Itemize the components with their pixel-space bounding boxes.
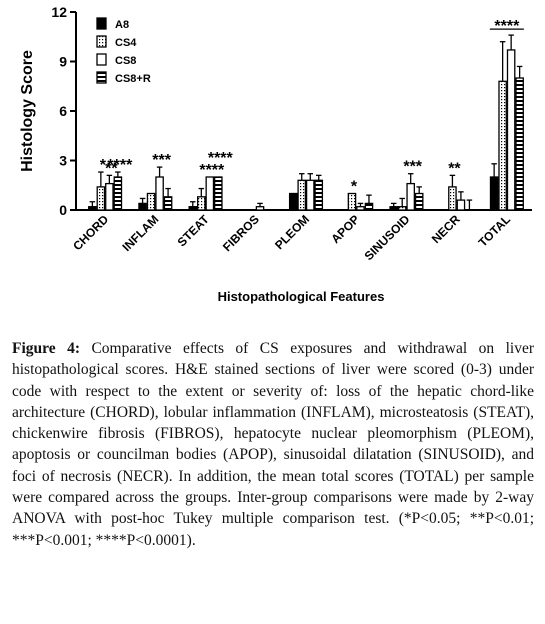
significance: * [100, 157, 107, 174]
x-tick-label: APOP [328, 212, 362, 246]
significance: ** [448, 160, 461, 177]
legend-swatch [96, 17, 107, 30]
bar [364, 202, 374, 211]
significance: **** [107, 157, 133, 174]
bar [448, 186, 457, 211]
bar [288, 192, 298, 211]
significance: * [351, 179, 358, 196]
bar [489, 176, 499, 211]
bar [406, 182, 415, 211]
bar [113, 176, 123, 211]
bar [88, 206, 97, 211]
significance: **** [494, 18, 520, 35]
bar [397, 206, 407, 211]
legend-label: CS4 [115, 37, 137, 49]
caption-text: Comparative effects of CS exposures and … [12, 340, 534, 549]
significance: **** [199, 162, 225, 179]
bar [305, 179, 315, 211]
bar [146, 192, 156, 211]
bar [389, 206, 398, 211]
bar [105, 182, 114, 211]
bar [347, 192, 357, 211]
bar [197, 196, 206, 211]
bar [163, 196, 173, 211]
x-tick-label: PLEOM [272, 212, 312, 252]
bar [205, 176, 215, 211]
x-tick-label: NECR [429, 212, 463, 246]
legend-swatch [96, 53, 107, 66]
legend-swatch [96, 35, 107, 48]
x-axis-title: Histopathological Features [218, 289, 385, 304]
legend-label: CS8+R [115, 73, 151, 85]
bar [314, 179, 324, 211]
bar [515, 77, 524, 211]
caption-label: Figure 4: [12, 340, 80, 357]
x-tick-label: INFLAM [120, 212, 162, 254]
bar [255, 206, 265, 211]
bar [188, 206, 198, 211]
significance: **** [208, 150, 234, 167]
x-tick-label: CHORD [70, 212, 111, 253]
y-tick-label: 12 [51, 4, 67, 20]
legend-swatch [96, 71, 107, 84]
chart: Histology Score Histopathological Featur… [19, 4, 532, 304]
bar [506, 49, 516, 211]
bar [414, 192, 424, 211]
bar [155, 176, 164, 211]
y-tick-label: 3 [59, 153, 67, 169]
significance: *** [403, 159, 422, 176]
caption: Figure 4: Comparative effects of CS expo… [12, 338, 534, 551]
bar [214, 176, 223, 211]
bar [96, 186, 106, 211]
bar [356, 206, 365, 211]
legend-label: A8 [115, 19, 129, 31]
y-tick-label: 6 [59, 103, 67, 119]
bar [138, 202, 147, 211]
y-tick-label: 9 [59, 54, 67, 70]
significance: *** [152, 152, 171, 169]
x-tick-label: FIBROS [220, 212, 262, 254]
bar [498, 80, 507, 211]
bar [297, 179, 307, 211]
x-tick-label: STEAT [175, 212, 213, 250]
bar [456, 199, 466, 211]
y-tick-label: 0 [59, 202, 67, 218]
x-tick-label: SINUSOID [362, 212, 413, 263]
x-tick-label: TOTAL [476, 212, 513, 249]
y-axis-title: Histology Score [19, 50, 36, 172]
legend-label: CS8 [115, 55, 136, 67]
significance: ** [105, 160, 118, 177]
